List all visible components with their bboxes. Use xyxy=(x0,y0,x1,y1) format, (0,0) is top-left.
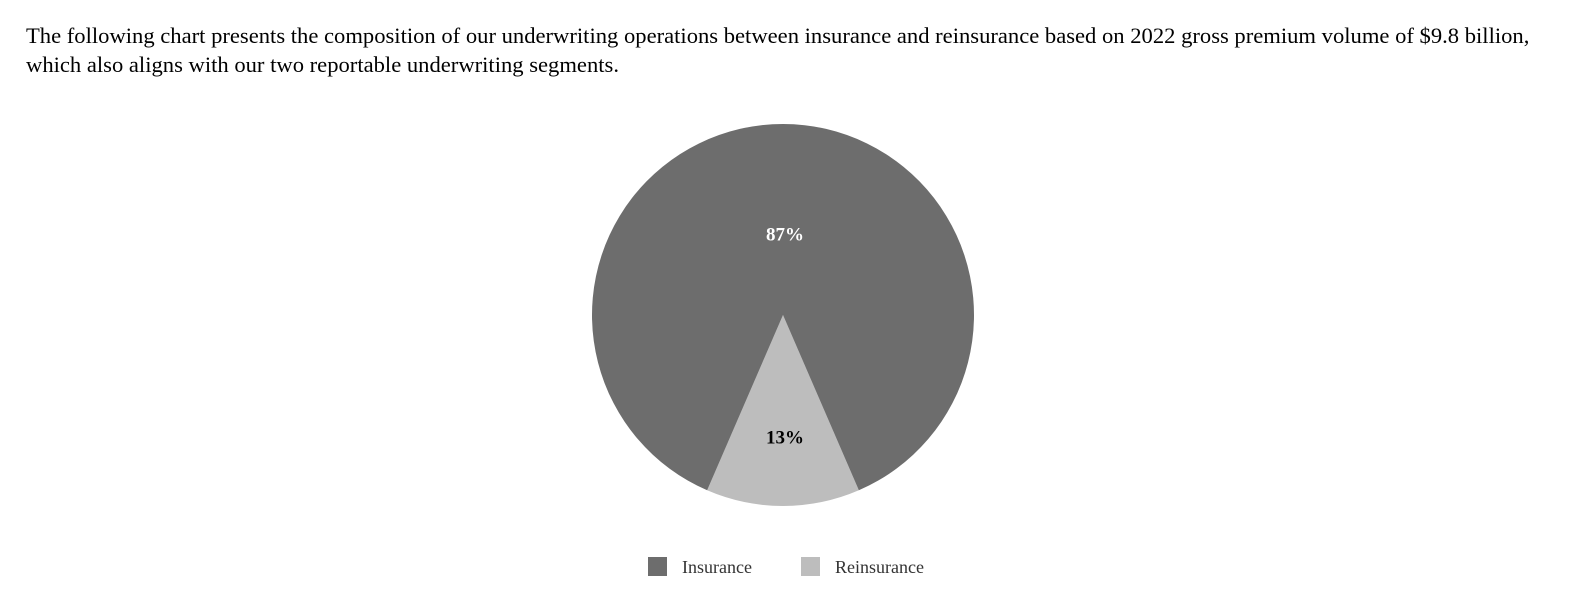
chart-legend: Insurance Reinsurance xyxy=(648,557,924,577)
pie-slices xyxy=(592,124,975,507)
legend-label-insurance: Insurance xyxy=(682,557,752,577)
legend-swatch-reinsurance xyxy=(801,557,820,576)
intro-paragraph: The following chart presents the composi… xyxy=(26,23,1530,77)
pie-slice-insurance xyxy=(592,124,975,491)
slice-label-insurance: 87% xyxy=(766,224,804,245)
legend-label-reinsurance: Reinsurance xyxy=(835,557,924,577)
legend-swatch-insurance xyxy=(648,557,667,576)
pie-slice-reinsurance xyxy=(707,315,859,507)
pie-slice-labels: 13% 87% xyxy=(766,224,804,448)
slice-label-reinsurance: 13% xyxy=(766,428,804,449)
